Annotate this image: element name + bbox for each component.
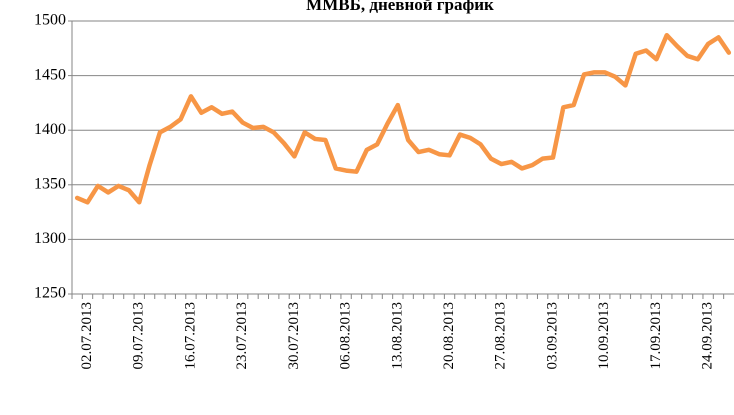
x-tick-label: 20.08.2013 [441,302,457,370]
x-tick-label: 03.09.2013 [544,302,560,370]
x-tick-label: 10.09.2013 [596,302,612,370]
x-tick-label: 02.07.2013 [79,302,95,370]
x-tick-label: 17.09.2013 [648,302,664,370]
y-tick-label: 1250 [34,285,66,302]
y-tick-label: 1400 [34,121,66,138]
x-tick-label: 24.09.2013 [700,302,716,370]
x-tick-label: 13.08.2013 [389,302,405,370]
y-tick-label: 1450 [34,66,66,83]
x-tick-label: 27.08.2013 [493,302,509,370]
line-series [74,32,732,205]
x-tick-label: 23.07.2013 [234,302,250,370]
x-tick-label: 30.07.2013 [286,302,302,370]
y-tick-label: 1300 [34,230,66,247]
y-tick-label: 1350 [34,175,66,192]
x-tick-label: 16.07.2013 [182,302,198,370]
x-tick-label: 09.07.2013 [131,302,147,370]
y-tick-label: 1500 [34,12,66,29]
chart-title: ММВБ, дневной график [306,0,494,14]
x-tick-label: 06.08.2013 [338,302,354,370]
